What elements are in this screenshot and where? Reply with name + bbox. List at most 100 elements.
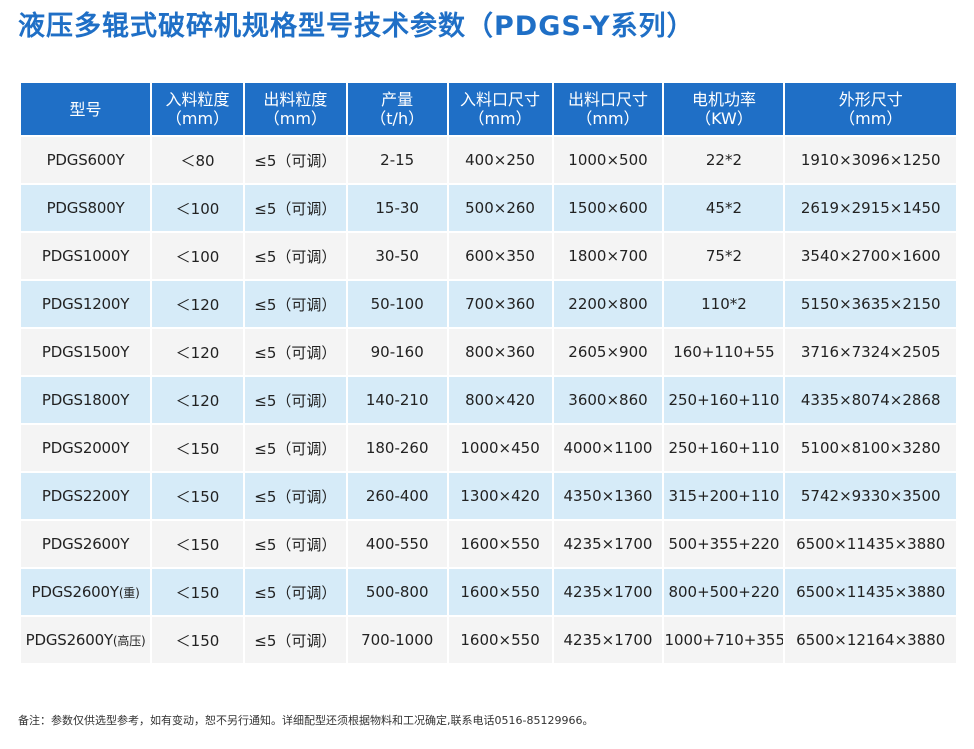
cell-motor-power: 500+355+220: [664, 521, 784, 567]
cell-dimensions: 4335×8074×2868: [785, 377, 956, 423]
cell-motor-power: 1000+710+355: [664, 617, 784, 663]
cell-output-size: ≤5（可调）: [244, 473, 346, 519]
footnote: 备注：参数仅供选型参考，如有变动，恕不另行通知。详细配型还须根据物料和工况确定,…: [18, 714, 594, 727]
cell-dimensions: 6500×12164×3880: [785, 617, 956, 663]
cell-model: PDGS600Y: [21, 137, 151, 183]
cell-motor-power: 160+110+55: [664, 329, 784, 375]
cell-output-size: ≤5（可调）: [244, 329, 346, 375]
header-input-size: 入料粒度 （mm）: [152, 83, 243, 135]
cell-model: PDGS800Y: [21, 185, 151, 231]
cell-model: PDGS1500Y: [21, 329, 151, 375]
header-dimensions: 外形尺寸 （mm）: [785, 83, 956, 135]
cell-inlet-size: 400×250: [448, 137, 552, 183]
cell-output-size: ≤5（可调）: [244, 569, 346, 615]
header-outlet-size: 出料口尺寸 （mm）: [553, 83, 663, 135]
cell-input-size: ＜80: [152, 137, 243, 183]
cell-inlet-size: 700×360: [448, 281, 552, 327]
cell-model: PDGS2000Y: [21, 425, 151, 471]
cell-capacity: 15-30: [347, 185, 447, 231]
cell-dimensions: 5742×9330×3500: [785, 473, 956, 519]
cell-input-size: ＜100: [152, 233, 243, 279]
cell-output-size: ≤5（可调）: [244, 281, 346, 327]
cell-model: PDGS1000Y: [21, 233, 151, 279]
cell-output-size: ≤5（可调）: [244, 137, 346, 183]
cell-dimensions: 5100×8100×3280: [785, 425, 956, 471]
cell-output-size: ≤5（可调）: [244, 233, 346, 279]
cell-outlet-size: 2605×900: [553, 329, 663, 375]
cell-outlet-size: 2200×800: [553, 281, 663, 327]
page-title: 液压多辊式破碎机规格型号技术参数（PDGS-Y系列）: [18, 11, 695, 42]
cell-motor-power: 110*2: [664, 281, 784, 327]
cell-model: PDGS1800Y: [21, 377, 151, 423]
cell-dimensions: 3540×2700×1600: [785, 233, 956, 279]
header-model: 型号: [21, 83, 151, 135]
cell-dimensions: 1910×3096×1250: [785, 137, 956, 183]
cell-dimensions: 2619×2915×1450: [785, 185, 956, 231]
cell-input-size: ＜150: [152, 617, 243, 663]
cell-input-size: ＜100: [152, 185, 243, 231]
cell-motor-power: 315+200+110: [664, 473, 784, 519]
cell-model: PDGS1200Y: [21, 281, 151, 327]
cell-inlet-size: 1600×550: [448, 521, 552, 567]
cell-output-size: ≤5（可调）: [244, 617, 346, 663]
cell-outlet-size: 4235×1700: [553, 617, 663, 663]
cell-dimensions: 6500×11435×3880: [785, 569, 956, 615]
cell-capacity: 500-800: [347, 569, 447, 615]
table-row: PDGS600Y ＜80 ≤5（可调） 2-15 400×250 1000×50…: [21, 137, 956, 183]
cell-capacity: 50-100: [347, 281, 447, 327]
cell-outlet-size: 4000×1100: [553, 425, 663, 471]
cell-inlet-size: 1000×450: [448, 425, 552, 471]
cell-capacity: 700-1000: [347, 617, 447, 663]
cell-capacity: 90-160: [347, 329, 447, 375]
table-row: PDGS1200Y ＜120 ≤5（可调） 50-100 700×360 220…: [21, 281, 956, 327]
cell-input-size: ＜120: [152, 377, 243, 423]
header-inlet-size: 入料口尺寸 （mm）: [448, 83, 552, 135]
cell-output-size: ≤5（可调）: [244, 521, 346, 567]
cell-dimensions: 6500×11435×3880: [785, 521, 956, 567]
table-header-row: 型号 入料粒度 （mm） 出料粒度 （mm） 产量 （t/h） 入料口尺寸 （mm） 出…: [21, 83, 956, 135]
cell-inlet-size: 500×260: [448, 185, 552, 231]
cell-model: PDGS2200Y: [21, 473, 151, 519]
cell-capacity: 400-550: [347, 521, 447, 567]
spec-table: 型号 入料粒度 （mm） 出料粒度 （mm） 产量 （t/h） 入料口尺寸 （mm） 出…: [19, 81, 958, 665]
cell-outlet-size: 1800×700: [553, 233, 663, 279]
header-capacity: 产量 （t/h）: [347, 83, 447, 135]
cell-output-size: ≤5（可调）: [244, 425, 346, 471]
table-row: PDGS2600Y ＜150 ≤5（可调） 400-550 1600×550 4…: [21, 521, 956, 567]
cell-input-size: ＜120: [152, 329, 243, 375]
cell-outlet-size: 4235×1700: [553, 521, 663, 567]
cell-inlet-size: 1600×550: [448, 569, 552, 615]
cell-inlet-size: 800×420: [448, 377, 552, 423]
cell-model: PDGS2600Y(重): [21, 569, 151, 615]
cell-capacity: 180-260: [347, 425, 447, 471]
cell-dimensions: 5150×3635×2150: [785, 281, 956, 327]
cell-motor-power: 250+160+110: [664, 425, 784, 471]
cell-input-size: ＜150: [152, 425, 243, 471]
cell-dimensions: 3716×7324×2505: [785, 329, 956, 375]
cell-outlet-size: 4350×1360: [553, 473, 663, 519]
cell-outlet-size: 1500×600: [553, 185, 663, 231]
spec-table-body: PDGS600Y ＜80 ≤5（可调） 2-15 400×250 1000×50…: [21, 137, 956, 663]
table-row: PDGS1800Y ＜120 ≤5（可调） 140-210 800×420 36…: [21, 377, 956, 423]
cell-motor-power: 800+500+220: [664, 569, 784, 615]
table-row: PDGS2000Y ＜150 ≤5（可调） 180-260 1000×450 4…: [21, 425, 956, 471]
cell-output-size: ≤5（可调）: [244, 377, 346, 423]
cell-outlet-size: 4235×1700: [553, 569, 663, 615]
cell-input-size: ＜120: [152, 281, 243, 327]
cell-motor-power: 250+160+110: [664, 377, 784, 423]
cell-output-size: ≤5（可调）: [244, 185, 346, 231]
table-row: PDGS2600Y(重) ＜150 ≤5（可调） 500-800 1600×55…: [21, 569, 956, 615]
cell-capacity: 30-50: [347, 233, 447, 279]
cell-capacity: 140-210: [347, 377, 447, 423]
cell-capacity: 2-15: [347, 137, 447, 183]
header-motor-power: 电机功率 （KW）: [664, 83, 784, 135]
table-row: PDGS2200Y ＜150 ≤5（可调） 260-400 1300×420 4…: [21, 473, 956, 519]
cell-input-size: ＜150: [152, 569, 243, 615]
cell-motor-power: 75*2: [664, 233, 784, 279]
cell-motor-power: 45*2: [664, 185, 784, 231]
table-row: PDGS2600Y(高压) ＜150 ≤5（可调） 700-1000 1600×…: [21, 617, 956, 663]
cell-model: PDGS2600Y(高压): [21, 617, 151, 663]
cell-input-size: ＜150: [152, 521, 243, 567]
cell-inlet-size: 600×350: [448, 233, 552, 279]
cell-outlet-size: 3600×860: [553, 377, 663, 423]
